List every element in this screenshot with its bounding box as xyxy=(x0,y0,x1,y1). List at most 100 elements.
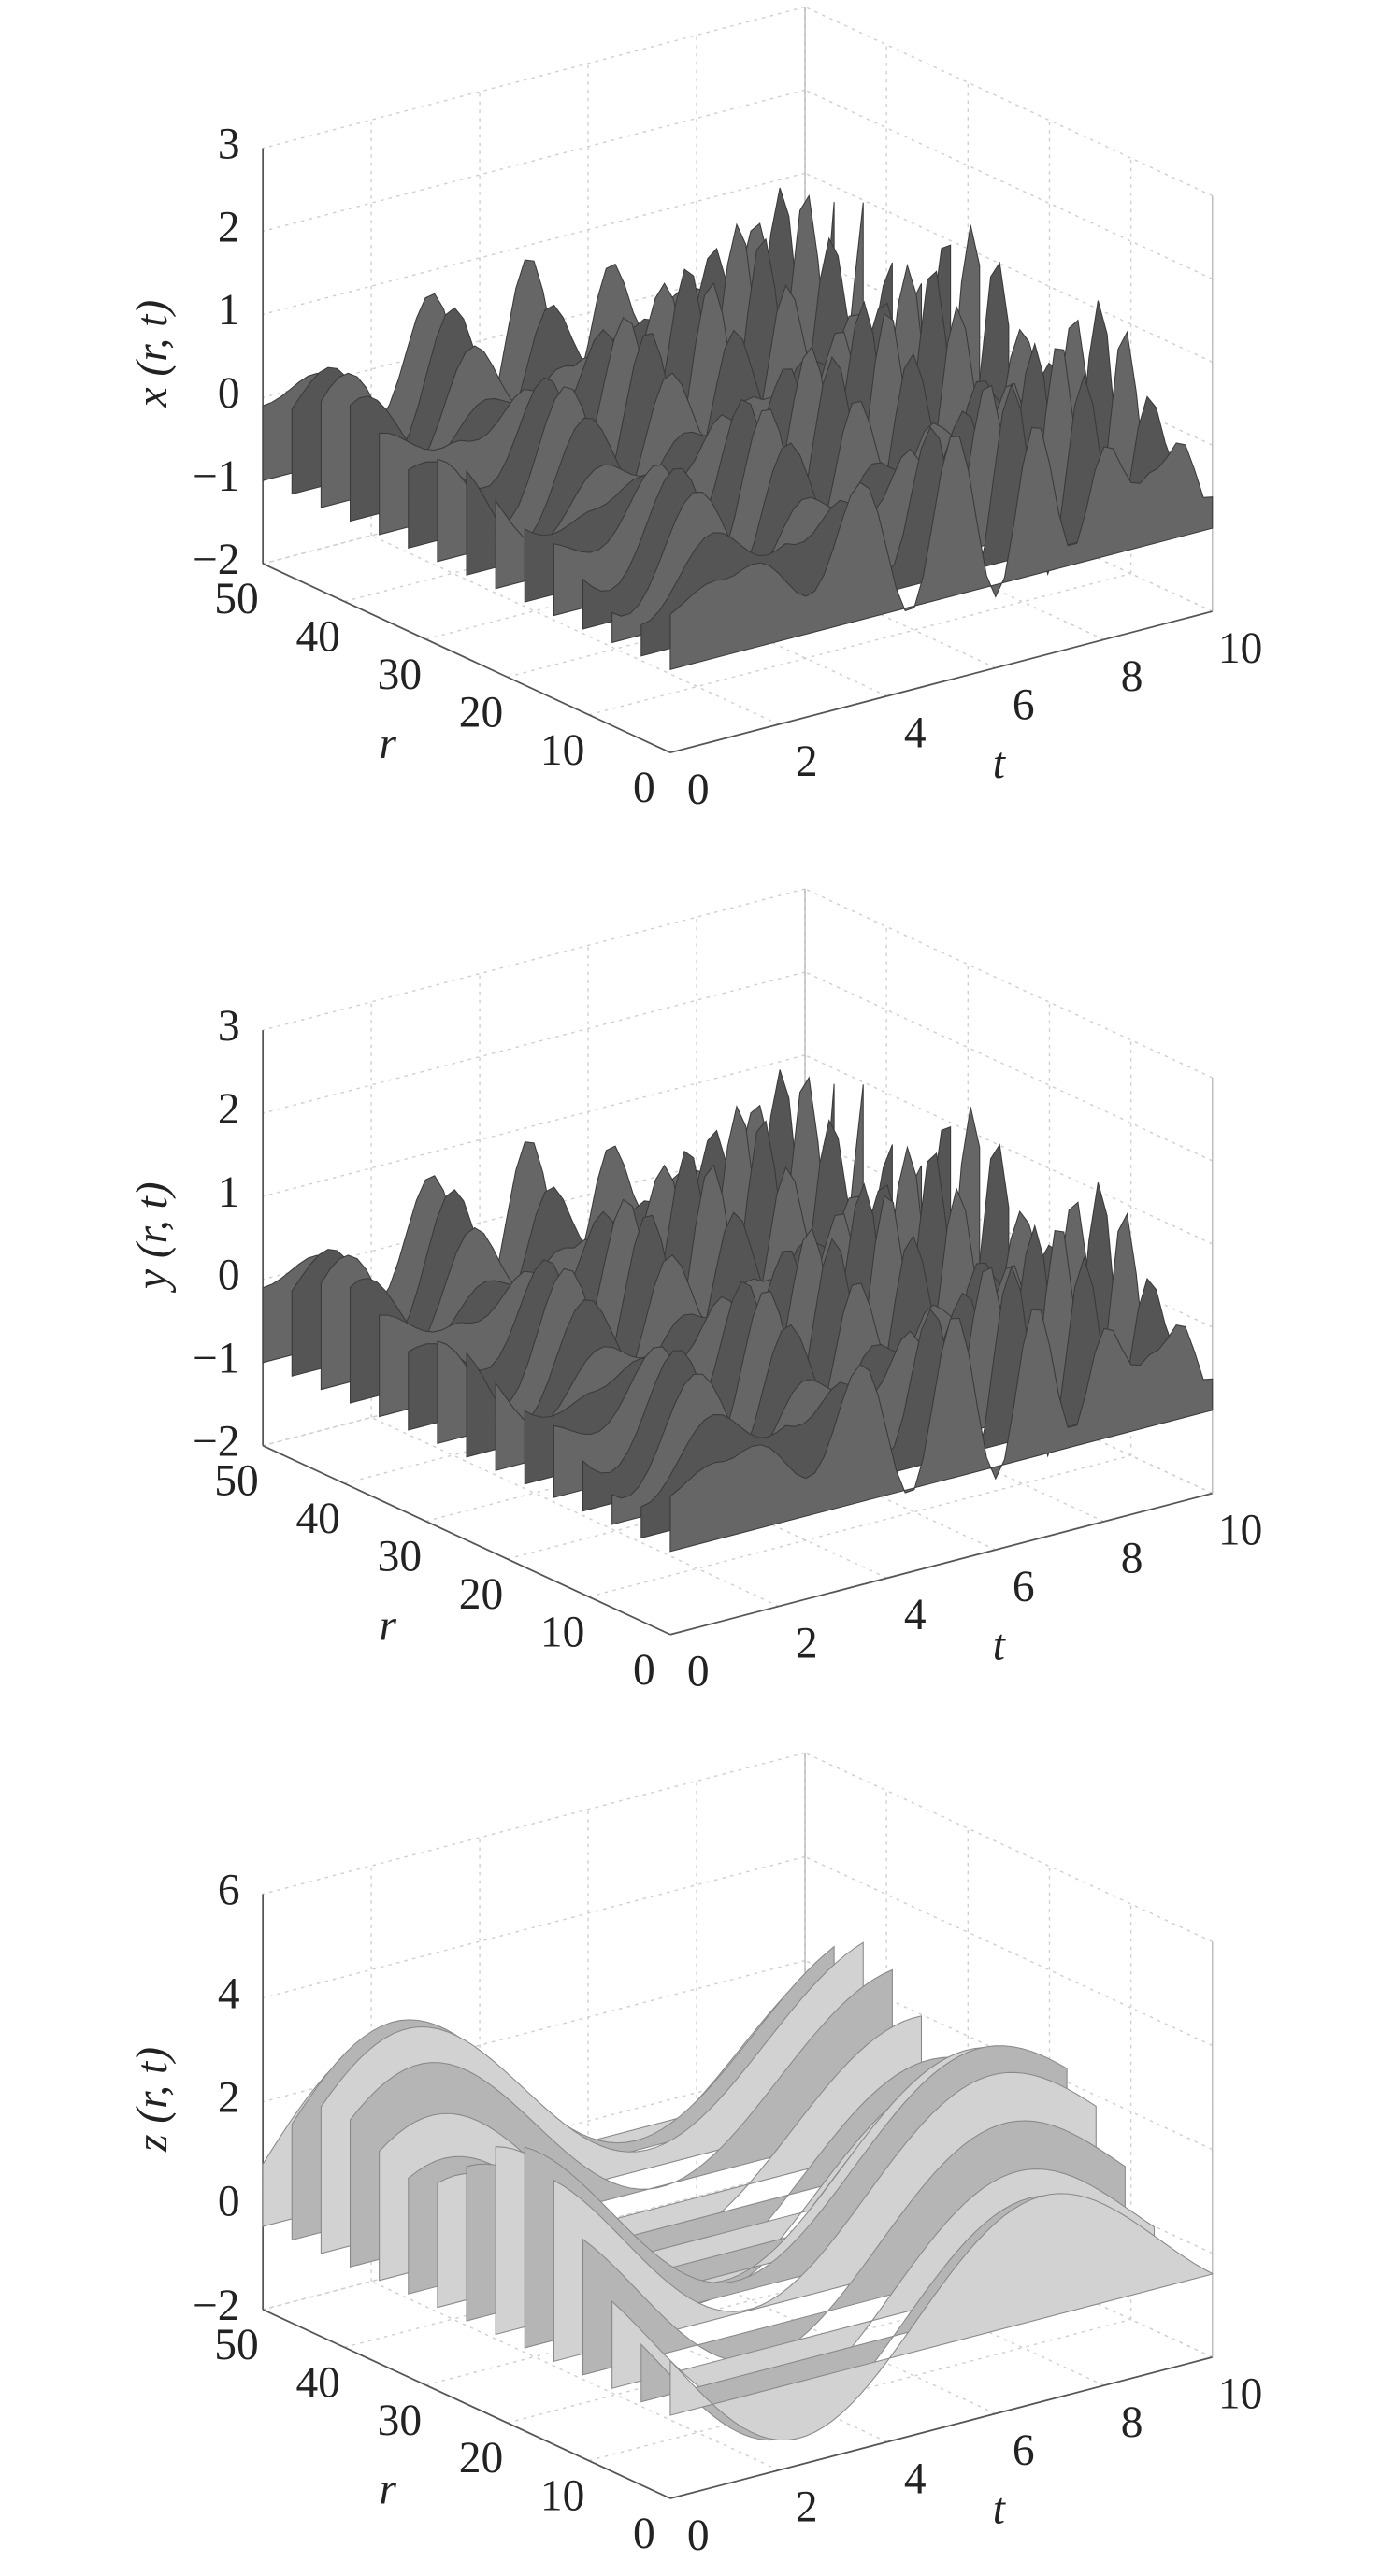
t-tick-label: 6 xyxy=(1013,680,1035,729)
z-tick-label: 1 xyxy=(218,286,240,335)
r-tick-label: 30 xyxy=(378,2397,422,2445)
t-tick-label: 8 xyxy=(1121,1535,1143,1583)
z-tick-label: 2 xyxy=(218,1085,240,1134)
t-tick-label: 8 xyxy=(1121,2398,1143,2447)
r-tick-label: 20 xyxy=(459,688,503,737)
z-axis-title: y (r, t) xyxy=(128,1181,177,1293)
z-tick-label: −2 xyxy=(193,536,239,584)
z-axis-title: x (r, t) xyxy=(128,300,177,408)
t-tick-label: 0 xyxy=(687,766,710,814)
surface xyxy=(669,427,1214,670)
grid-line xyxy=(262,971,806,1114)
axis-line xyxy=(262,563,671,753)
z-tick-label: −1 xyxy=(193,452,239,501)
z-tick-label: 3 xyxy=(218,1002,240,1051)
grid-line xyxy=(804,6,1214,197)
r-axis-title: r xyxy=(379,720,396,768)
grid-line xyxy=(370,1416,780,1608)
t-tick-label: 8 xyxy=(1121,652,1143,701)
t-tick-label: 10 xyxy=(1218,1506,1262,1554)
r-tick-label: 20 xyxy=(459,2434,503,2483)
grid-line xyxy=(262,172,806,316)
surface xyxy=(553,2071,1097,2363)
axis-line xyxy=(262,2309,671,2499)
grid-line xyxy=(588,572,1131,716)
t-axis-title: t xyxy=(993,2485,1007,2534)
z-tick-label: 4 xyxy=(218,1969,240,2018)
axis-line xyxy=(262,1444,671,1636)
t-tick-label: 10 xyxy=(1218,624,1262,673)
t-tick-label: 2 xyxy=(796,2483,818,2532)
t-tick-label: 2 xyxy=(796,737,818,786)
grid-line xyxy=(262,888,806,1031)
r-tick-label: 10 xyxy=(540,726,584,775)
t-tick-label: 4 xyxy=(904,709,927,758)
t-tick-label: 10 xyxy=(1218,2370,1262,2419)
grid-line xyxy=(804,1855,1214,2047)
r-tick-label: 40 xyxy=(295,2358,339,2407)
t-tick-label: 2 xyxy=(796,1619,818,1667)
grid-line xyxy=(804,172,1214,363)
z-tick-label: 3 xyxy=(218,120,240,168)
z-tick-label: −1 xyxy=(193,1335,239,1383)
r-tick-label: 50 xyxy=(214,2321,258,2369)
r-axis-title: r xyxy=(379,2466,396,2514)
z-tick-label: 0 xyxy=(218,369,240,418)
r-tick-label: 40 xyxy=(295,613,339,662)
z-axis-title: z (r, t) xyxy=(128,2047,177,2153)
z-tick-label: 1 xyxy=(218,1168,240,1217)
grid-line xyxy=(370,535,780,725)
r-tick-label: 0 xyxy=(633,2510,655,2558)
t-tick-label: 0 xyxy=(687,2512,710,2560)
t-tick-label: 4 xyxy=(904,2454,927,2503)
r-tick-label: 20 xyxy=(459,1570,503,1619)
r-tick-label: 0 xyxy=(633,1646,655,1695)
z-tick-label: 0 xyxy=(218,2178,240,2226)
r-tick-label: 30 xyxy=(378,651,422,699)
grid-line xyxy=(262,1959,806,2103)
axis-line xyxy=(669,610,1213,754)
r-tick-label: 30 xyxy=(378,1533,422,1581)
grid-line xyxy=(262,1752,806,1896)
r-tick-label: 50 xyxy=(214,1457,258,1506)
axis-line xyxy=(669,1492,1213,1636)
r-axis-title: r xyxy=(379,1601,396,1650)
z-tick-label: 6 xyxy=(218,1866,240,1914)
grid-line xyxy=(804,888,1214,1079)
z-tick-label: 2 xyxy=(218,2074,240,2123)
grid-line xyxy=(804,971,1214,1162)
z-tick-label: 2 xyxy=(218,203,240,251)
grid-line xyxy=(587,2224,997,2414)
subplot: −2 0 2 4 6 0 10 20 30 40 50 0 2 4 6 8 10 z (r, t) r t xyxy=(128,1752,1262,2560)
surface xyxy=(669,1309,1214,1553)
z-tick-label: −2 xyxy=(193,2282,239,2330)
grid-line xyxy=(262,89,806,233)
grid-line xyxy=(804,1054,1214,1245)
grid-line xyxy=(262,1054,806,1197)
axis-line xyxy=(669,2356,1213,2499)
r-tick-label: 10 xyxy=(540,2472,584,2521)
grid-line xyxy=(262,1855,806,1999)
t-axis-title: t xyxy=(993,1621,1007,1669)
z-tick-label: −2 xyxy=(193,1418,239,1467)
r-tick-label: 0 xyxy=(633,764,655,812)
grid-line xyxy=(262,6,806,150)
r-tick-label: 50 xyxy=(214,575,258,623)
t-axis-title: t xyxy=(993,739,1007,788)
r-tick-label: 10 xyxy=(540,1608,584,1656)
grid-line xyxy=(588,1454,1131,1598)
z-tick-label: 0 xyxy=(218,1252,240,1300)
r-tick-label: 40 xyxy=(295,1495,339,1543)
grid-line xyxy=(370,2281,780,2471)
t-tick-label: 6 xyxy=(1013,2426,1035,2475)
grid-line xyxy=(804,1752,1214,1942)
surface xyxy=(669,2193,1214,2440)
t-tick-label: 4 xyxy=(904,1591,927,1639)
grid-line xyxy=(804,89,1214,280)
t-tick-label: 6 xyxy=(1013,1563,1035,1611)
t-tick-label: 0 xyxy=(687,1648,710,1696)
